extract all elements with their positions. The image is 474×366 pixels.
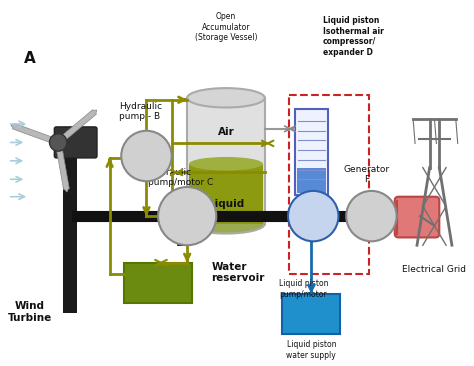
Bar xyxy=(295,109,328,195)
FancyBboxPatch shape xyxy=(55,127,97,158)
Circle shape xyxy=(288,191,338,241)
Ellipse shape xyxy=(187,214,265,234)
Text: Water
reservoir: Water reservoir xyxy=(211,262,265,283)
Text: Liquid piston
pump/motor: Liquid piston pump/motor xyxy=(279,279,329,299)
Text: Hydraulic
pump/motor C: Hydraulic pump/motor C xyxy=(148,168,214,187)
Text: Hydraulic
pump - B: Hydraulic pump - B xyxy=(119,102,163,121)
Text: Liquid: Liquid xyxy=(208,199,244,209)
FancyBboxPatch shape xyxy=(395,197,439,238)
Text: Generator
F: Generator F xyxy=(344,165,390,184)
Text: A: A xyxy=(24,51,36,66)
Text: Liquid piston
water supply: Liquid piston water supply xyxy=(286,340,336,360)
Bar xyxy=(189,164,263,224)
Text: Liquid piston
Isothermal air
compressor/
expander D: Liquid piston Isothermal air compressor/… xyxy=(323,16,384,57)
Ellipse shape xyxy=(189,157,263,171)
Circle shape xyxy=(346,191,397,241)
FancyArrow shape xyxy=(56,110,97,145)
Text: E: E xyxy=(175,235,183,249)
FancyArrow shape xyxy=(55,142,69,192)
Bar xyxy=(282,294,340,335)
Text: Electrical Grid: Electrical Grid xyxy=(402,265,466,274)
Text: Open
Accumulator
(Storage Vessel): Open Accumulator (Storage Vessel) xyxy=(195,12,257,42)
Text: Air: Air xyxy=(218,127,234,137)
Circle shape xyxy=(158,187,216,245)
Bar xyxy=(297,168,326,193)
FancyArrow shape xyxy=(11,123,59,145)
Ellipse shape xyxy=(187,88,265,108)
Circle shape xyxy=(49,134,67,151)
Bar xyxy=(63,148,77,313)
Bar xyxy=(187,98,265,224)
Text: Wind
Turbine: Wind Turbine xyxy=(8,302,52,323)
Bar xyxy=(289,95,368,274)
Bar xyxy=(124,263,192,303)
Circle shape xyxy=(121,131,172,181)
